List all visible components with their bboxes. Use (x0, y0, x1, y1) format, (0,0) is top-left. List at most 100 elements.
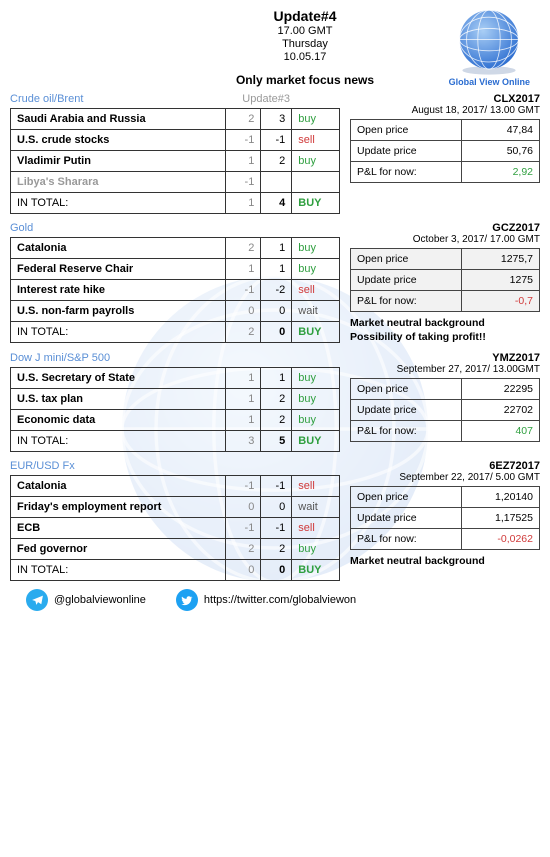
section-name: Gold (10, 222, 340, 234)
table-row: U.S. tax plan12buy (11, 389, 340, 410)
total-cur: 0 (261, 560, 292, 581)
row-label: Economic data (11, 410, 226, 431)
instrument-table: Open price22295Update price22702P&L for … (350, 378, 540, 442)
table-row: P&L for now:2,92 (351, 162, 540, 183)
row-label: Saudi Arabia and Russia (11, 109, 226, 130)
telegram-handle: @globalviewonline (54, 594, 146, 606)
prev-update-label: Update#3 (242, 93, 290, 105)
instrument-symbol: CLX2017 (350, 93, 540, 105)
row-action: buy (292, 151, 340, 172)
total-action: BUY (292, 322, 340, 343)
row-action: sell (292, 518, 340, 539)
row-action: buy (292, 238, 340, 259)
total-prev: 0 (225, 560, 261, 581)
table-row: U.S. non-farm payrolls00wait (11, 301, 340, 322)
row-label: Libya's Sharara (11, 172, 226, 193)
pnl-value: 2,92 (462, 162, 540, 183)
row-label: Federal Reserve Chair (11, 259, 226, 280)
row-prev-value: 2 (225, 238, 261, 259)
row-label: U.S. Secretary of State (11, 368, 226, 389)
update-label: Update price (351, 400, 462, 421)
update-value: 1275 (462, 270, 540, 291)
header-date: 10.05.17 (236, 51, 374, 63)
row-label: Catalonia (11, 238, 226, 259)
row-cur-value: 1 (261, 238, 292, 259)
open-value: 47,84 (462, 120, 540, 141)
instrument-note: Market neutral background Possibility of… (350, 317, 540, 344)
row-action: sell (292, 280, 340, 301)
signals-table: Saudi Arabia and Russia23buyU.S. crude s… (10, 108, 340, 214)
update-label: Update price (351, 508, 462, 529)
row-prev-value: 1 (225, 259, 261, 280)
table-row: P&L for now:407 (351, 421, 540, 442)
update-value: 1,17525 (462, 508, 540, 529)
table-row: Catalonia-1-1sell (11, 476, 340, 497)
telegram-icon[interactable] (26, 589, 48, 611)
pnl-label: P&L for now: (351, 529, 462, 550)
instrument-date: August 18, 2017/ 13.00 GMT (350, 105, 540, 116)
row-prev-value: 2 (225, 109, 261, 130)
total-cur: 4 (261, 193, 292, 214)
row-action: wait (292, 497, 340, 518)
table-row: Fed governor22buy (11, 539, 340, 560)
instrument-symbol: 6EZ72017 (350, 460, 540, 472)
update-value: 22702 (462, 400, 540, 421)
row-cur-value: 2 (261, 410, 292, 431)
row-action: sell (292, 476, 340, 497)
row-cur-value: -1 (261, 518, 292, 539)
section-name: Crude oil/Brent (10, 93, 242, 105)
open-label: Open price (351, 487, 462, 508)
row-prev-value: -1 (225, 280, 261, 301)
total-row: IN TOTAL:35BUY (11, 431, 340, 452)
header-time: 17.00 GMT (236, 25, 374, 37)
signals-table: Catalonia21buyFederal Reserve Chair11buy… (10, 237, 340, 343)
row-action: buy (292, 410, 340, 431)
row-cur-value: 1 (261, 368, 292, 389)
table-row: Friday's employment report00wait (11, 497, 340, 518)
table-row: Open price1275,7 (351, 249, 540, 270)
total-cur: 5 (261, 431, 292, 452)
instrument-date: September 22, 2017/ 5.00 GMT (350, 472, 540, 483)
total-prev: 1 (225, 193, 261, 214)
open-label: Open price (351, 379, 462, 400)
row-action: sell (292, 130, 340, 151)
footer: @globalviewonline https://twitter.com/gl… (10, 589, 540, 611)
row-prev-value: 0 (225, 497, 261, 518)
table-row: Libya's Sharara-1 (11, 172, 340, 193)
row-prev-value: -1 (225, 172, 261, 193)
pnl-value: -0,7 (462, 291, 540, 312)
instrument-date: September 27, 2017/ 13.00GMT (350, 364, 540, 375)
row-label: U.S. non-farm payrolls (11, 301, 226, 322)
table-row: P&L for now:-0,7 (351, 291, 540, 312)
row-cur-value: -1 (261, 130, 292, 151)
twitter-url: https://twitter.com/globalviewon (204, 594, 356, 606)
header-focus: Only market focus news (236, 73, 374, 87)
twitter-icon[interactable] (176, 589, 198, 611)
table-row: P&L for now:-0,0262 (351, 529, 540, 550)
row-label: Friday's employment report (11, 497, 226, 518)
row-label: Catalonia (11, 476, 226, 497)
row-label: U.S. tax plan (11, 389, 226, 410)
total-label: IN TOTAL: (11, 193, 226, 214)
instrument-table: Open price1275,7Update price1275P&L for … (350, 248, 540, 312)
total-prev: 2 (225, 322, 261, 343)
brand-text: Global View Online (449, 77, 530, 87)
total-row: IN TOTAL:20BUY (11, 322, 340, 343)
row-label: Vladimir Putin (11, 151, 226, 172)
row-cur-value: 0 (261, 497, 292, 518)
table-row: Economic data12buy (11, 410, 340, 431)
row-prev-value: 0 (225, 301, 261, 322)
open-value: 1275,7 (462, 249, 540, 270)
header: Update#4 17.00 GMT Thursday 10.05.17 Onl… (10, 8, 540, 87)
total-prev: 3 (225, 431, 261, 452)
update-label: Update price (351, 141, 462, 162)
total-row: IN TOTAL:14BUY (11, 193, 340, 214)
row-prev-value: 1 (225, 151, 261, 172)
instrument-symbol: YMZ2017 (350, 352, 540, 364)
row-action (292, 172, 340, 193)
row-prev-value: -1 (225, 476, 261, 497)
row-cur-value: 2 (261, 539, 292, 560)
row-prev-value: -1 (225, 130, 261, 151)
row-prev-value: 1 (225, 410, 261, 431)
row-action: buy (292, 259, 340, 280)
